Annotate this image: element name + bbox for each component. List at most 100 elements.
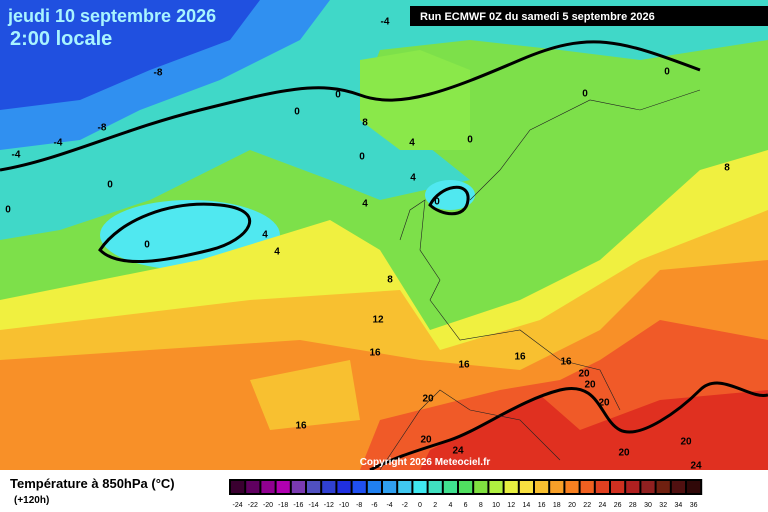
colorbar-tick-label: 2 <box>433 502 437 509</box>
contour-label: 0 <box>434 197 440 208</box>
green-patch <box>360 50 470 150</box>
colorbar-tick-label: 0 <box>418 502 422 509</box>
colorbar-swatch <box>504 481 518 493</box>
contour-label: 20 <box>598 398 610 409</box>
contour-label: 24 <box>452 446 464 457</box>
colorbar-tick-label: -16 <box>293 502 303 509</box>
colorbar-swatch <box>443 481 457 493</box>
contour-label: 0 <box>5 205 11 216</box>
isotherm-0 <box>98 202 252 263</box>
colorbar-swatch <box>246 481 260 493</box>
colorbar-tick-label: -22 <box>248 502 258 509</box>
isotherm-0 <box>428 185 470 216</box>
colorbar-swatch <box>641 481 655 493</box>
copyright: Copyright 2026 Meteociel.fr <box>360 457 491 468</box>
contour-label: 0 <box>359 152 365 163</box>
colorbar-tick-label: 26 <box>614 502 622 509</box>
colorbar-tick-label: 8 <box>479 502 483 509</box>
colorbar-swatch <box>337 481 351 493</box>
colorbar-tick-label: 10 <box>492 502 500 509</box>
contour-label: 8 <box>387 275 393 286</box>
warm-patch <box>250 360 360 430</box>
colorbar-tick-label: -12 <box>324 502 334 509</box>
colorbar-tick-label: 22 <box>583 502 591 509</box>
contour-label: 20 <box>578 369 590 380</box>
colorbar-tick-label: -14 <box>309 502 319 509</box>
colorbar-swatch <box>626 481 640 493</box>
contour-label: 24 <box>690 461 702 472</box>
contour-label: 20 <box>422 394 434 405</box>
contour-label: 8 <box>724 163 730 174</box>
forecast-time: 2:00 locale <box>10 28 112 50</box>
colorbar-swatch <box>231 481 245 493</box>
dark-blue-zone <box>0 0 260 110</box>
colorbar-tick-label: 18 <box>553 502 561 509</box>
colorbar-swatch <box>550 481 564 493</box>
colorbar-tick-label: 6 <box>464 502 468 509</box>
colorbar-swatch <box>322 481 336 493</box>
contour-label: 16 <box>560 357 572 368</box>
colorbar-tick-label: 14 <box>523 502 531 509</box>
contour-label: 16 <box>458 360 470 371</box>
colorbar-swatch <box>276 481 290 493</box>
colorbar-tick-label: 4 <box>448 502 452 509</box>
contour-label: -4 <box>381 17 390 28</box>
colorbar-tick-label: -24 <box>233 502 243 509</box>
colorbar-swatch <box>459 481 473 493</box>
colorbar-swatch <box>474 481 488 493</box>
colorbar-swatch <box>261 481 275 493</box>
coastlines <box>379 89 701 471</box>
colorbar-swatch <box>291 481 305 493</box>
colorbar-tick-label: 28 <box>629 502 637 509</box>
colorbar-tick-label: -18 <box>278 502 288 509</box>
contour-label: 20 <box>680 437 692 448</box>
contour-label: 0 <box>144 240 150 251</box>
colorbar-tick-label: 36 <box>690 502 698 509</box>
contour-label: -4 <box>12 150 21 161</box>
colorbar-swatch <box>671 481 685 493</box>
colorbar-swatch <box>352 481 366 493</box>
footer-lead: (+120h) <box>14 495 49 506</box>
contour-label: 20 <box>584 380 596 391</box>
colorbar-tick-label: -4 <box>386 502 392 509</box>
contour-label: 16 <box>514 352 526 363</box>
contour-label: 4 <box>274 247 280 258</box>
colorbar-tick-label: 12 <box>507 502 515 509</box>
contour-label: -8 <box>154 68 163 79</box>
colorbar-swatch <box>307 481 321 493</box>
run-box <box>410 6 768 26</box>
isotherm-0 <box>0 40 701 172</box>
colorbar-tick-label: 32 <box>659 502 667 509</box>
colorbar-swatch <box>535 481 549 493</box>
colorbar-tick-label: 16 <box>538 502 546 509</box>
colorbar-tick-label: 30 <box>644 502 652 509</box>
forecast-date: jeudi 10 septembre 2026 <box>7 6 216 26</box>
colorbar-swatch <box>519 481 533 493</box>
isotherm-20 <box>369 381 768 472</box>
contour-label: 0 <box>467 135 473 146</box>
colorbar-swatch <box>383 481 397 493</box>
contour-label: 20 <box>618 448 630 459</box>
colorbar-tick-label: 24 <box>599 502 607 509</box>
colorbar-swatch <box>595 481 609 493</box>
contour-label: 0 <box>335 90 341 101</box>
colorbar: -24 -22 -20 -18 -16 -14 -12 -10 -8 -6 -4 -2 0 2 4 6 8 10 1… <box>229 479 703 509</box>
contour-label: 20 <box>420 435 432 446</box>
contour-label: 4 <box>362 199 368 210</box>
colorbar-swatch <box>656 481 670 493</box>
colorbar-tick-label: -8 <box>356 502 362 509</box>
colorbar-swatch <box>565 481 579 493</box>
colorbar-swatch <box>489 481 503 493</box>
isotherms <box>0 40 768 472</box>
contour-label: 0 <box>582 89 588 100</box>
colorbar-swatch <box>398 481 412 493</box>
colorbar-tick-label: -6 <box>371 502 377 509</box>
colorbar-swatch <box>428 481 442 493</box>
contour-label: 4 <box>262 230 268 241</box>
contour-label: 0 <box>294 107 300 118</box>
colorbar-swatch <box>367 481 381 493</box>
contour-label: 16 <box>369 348 381 359</box>
colorbar-swatch <box>687 481 701 493</box>
contour-label: 16 <box>295 421 307 432</box>
